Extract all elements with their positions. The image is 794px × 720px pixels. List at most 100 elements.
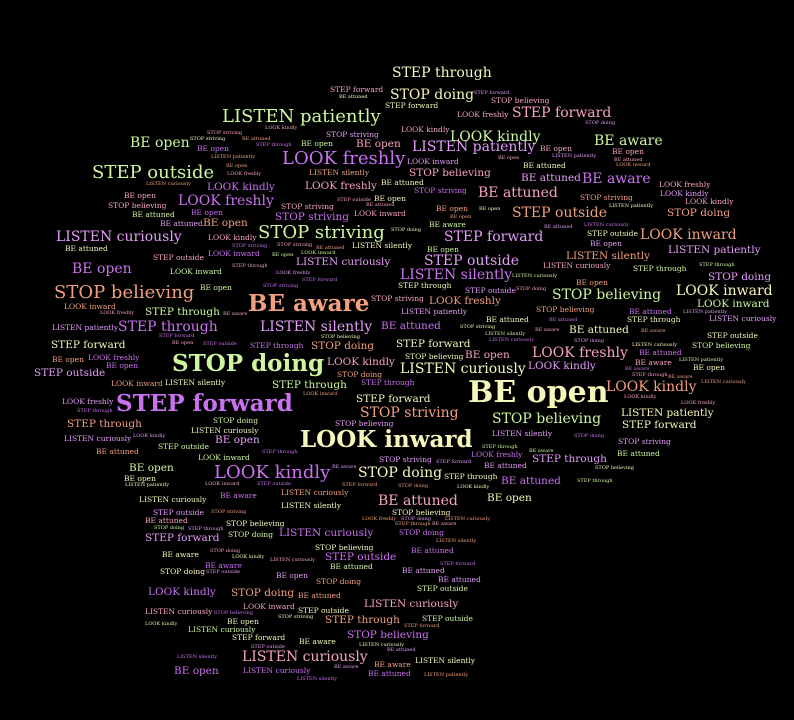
cloud-word: BE attuned [411, 546, 454, 555]
cloud-word: STEP forward [302, 277, 338, 283]
cloud-word: LISTEN curiously [191, 426, 259, 435]
cloud-word: BE aware [535, 327, 560, 333]
cloud-word: LOOK inward [616, 162, 651, 168]
cloud-word: STEP outside [257, 481, 291, 487]
cloud-word: BE attuned [316, 245, 345, 251]
cloud-word: LOOK kindly [145, 621, 178, 627]
cloud-word: LISTEN curiously [242, 649, 368, 665]
cloud-word: STOP doing [399, 528, 445, 537]
cloud-word: LISTEN curiously [400, 361, 526, 377]
cloud-word: STOP doing [316, 577, 362, 586]
cloud-word: LISTEN patiently [668, 244, 761, 256]
cloud-word: STEP forward [444, 229, 544, 245]
cloud-word: LISTEN silently [260, 319, 373, 335]
cloud-word: LOOK kindly [214, 462, 331, 483]
cloud-word: STOP doing [390, 87, 475, 103]
cloud-word: LISTEN curiously [584, 222, 629, 228]
cloud-word: LOOK inward [111, 379, 163, 388]
cloud-word: BE open [487, 492, 532, 504]
cloud-word: STOP believing [692, 341, 751, 350]
cloud-word: STEP through [272, 379, 347, 391]
cloud-word: STOP striving [263, 283, 299, 289]
cloud-word: BE attuned [521, 172, 581, 184]
cloud-word: BE open [191, 208, 223, 217]
cloud-word: BE aware [641, 328, 666, 334]
cloud-word: BE attuned [614, 157, 643, 163]
cloud-word: LISTEN curiously [701, 379, 746, 385]
cloud-word: LISTEN curiously [281, 488, 349, 497]
cloud-word: STOP believing [315, 543, 374, 552]
cloud-word: BE open [215, 434, 260, 446]
cloud-word: LOOK freshly [471, 450, 523, 459]
cloud-word: STEP through [256, 142, 292, 148]
cloud-word: LISTEN patiently [621, 407, 714, 419]
cloud-word: STOP doing [574, 433, 605, 439]
cloud-word: LOOK kindly [133, 433, 166, 439]
cloud-word: LISTEN patiently [222, 106, 381, 127]
cloud-word: LOOK freshly [62, 397, 114, 406]
cloud-word: LOOK freshly [659, 180, 711, 189]
cloud-word: STOP doing [154, 525, 185, 531]
cloud-word: BE aware [429, 220, 466, 229]
cloud-word: LOOK kindly [528, 360, 596, 372]
cloud-word: STOP believing [108, 201, 167, 210]
cloud-word: BE open [226, 163, 248, 169]
cloud-word: LOOK inward [208, 249, 260, 258]
cloud-word: STEP forward [330, 85, 384, 94]
cloud-word: BE attuned [368, 669, 411, 678]
cloud-word: LISTEN patiently [211, 154, 256, 160]
cloud-word: STEP outside [417, 584, 468, 593]
cloud-word: LISTEN silently [281, 501, 342, 510]
cloud-word: STEP outside [337, 197, 371, 203]
cloud-word: STEP outside [512, 205, 607, 221]
cloud-word: BE open [693, 363, 725, 372]
cloud-word: LOOK inward [300, 426, 473, 453]
cloud-word: STEP through [67, 418, 142, 430]
cloud-word: STEP outside [465, 286, 516, 295]
cloud-word: BE open [468, 375, 609, 410]
cloud-word: BE open [197, 144, 229, 153]
cloud-word: LISTEN curiously [56, 229, 182, 245]
cloud-word: BE open [479, 206, 501, 212]
cloud-word: BE attuned [96, 447, 139, 456]
cloud-word: BE attuned [366, 202, 395, 208]
cloud-word: LISTEN curiously [188, 625, 256, 634]
cloud-word: LOOK kindly [207, 181, 275, 193]
cloud-word: BE open [203, 217, 248, 229]
cloud-word: BE attuned [339, 94, 368, 100]
cloud-word: LISTEN patiently [609, 203, 654, 209]
cloud-word: BE attuned [242, 136, 271, 142]
cloud-word: STEP outside [158, 442, 209, 451]
cloud-word: STEP outside [587, 229, 638, 238]
cloud-word: BE attuned [381, 320, 441, 332]
cloud-word: LISTEN silently [436, 538, 477, 544]
cloud-word: STOP striving [278, 614, 314, 620]
cloud-word: LISTEN patiently [401, 307, 468, 316]
cloud-word: LOOK kindly [660, 189, 709, 198]
cloud-word: STEP forward [512, 105, 612, 121]
cloud-word: STEP through [482, 444, 518, 450]
cloud-word: BE attuned [65, 244, 108, 253]
cloud-word: STEP through [444, 472, 498, 481]
cloud-word: LOOK inward [243, 602, 295, 611]
cloud-word: LISTEN silently [400, 267, 513, 283]
cloud-word: STEP through [325, 614, 400, 626]
cloud-word: STOP doing [358, 465, 443, 481]
cloud-word: STOP striving [460, 324, 496, 330]
cloud-word: BE aware [299, 637, 336, 646]
cloud-word: STEP outside [153, 253, 204, 262]
cloud-word: STEP forward [385, 101, 439, 110]
cloud-word: LOOK freshly [681, 400, 716, 406]
cloud-word: STOP doing [516, 286, 547, 292]
cloud-word: LISTEN patiently [125, 482, 170, 488]
cloud-word: LISTEN curiously [359, 642, 404, 648]
cloud-word: BE open [124, 474, 156, 483]
cloud-word: STOP believing [492, 411, 602, 427]
cloud-word: BE attuned [639, 348, 682, 357]
cloud-word: STOP believing [595, 465, 634, 471]
cloud-word: STEP through [232, 263, 268, 269]
cloud-word: LISTEN curiously [296, 256, 391, 268]
cloud-word: LOOK inward [697, 298, 770, 310]
cloud-word: LOOK kindly [327, 356, 395, 368]
cloud-word: STOP striving [414, 186, 467, 195]
